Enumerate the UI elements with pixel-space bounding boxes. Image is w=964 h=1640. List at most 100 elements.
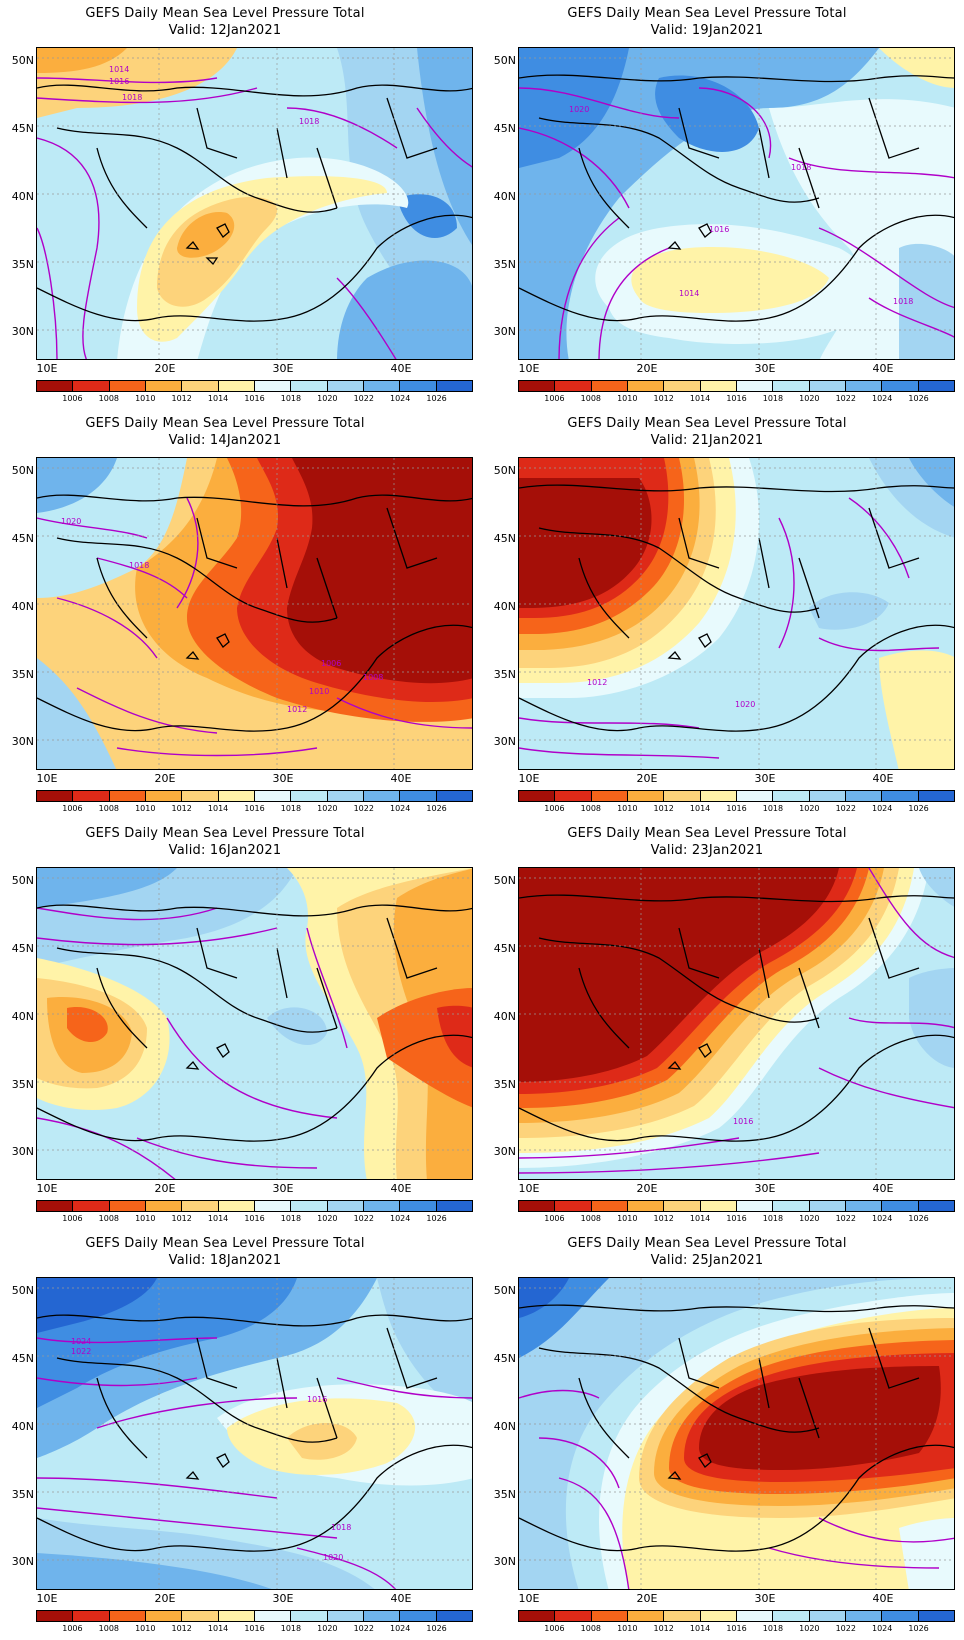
colorbar-label: 1018 bbox=[762, 394, 784, 403]
colorbar-label: 1010 bbox=[135, 1624, 156, 1633]
colorbar-swatch bbox=[519, 381, 556, 391]
colorbar-swatch bbox=[254, 381, 292, 391]
lat-label-45n: 45N bbox=[11, 532, 34, 545]
colorbar-swatch bbox=[291, 1611, 328, 1621]
lon-label-30e: 30E bbox=[754, 1592, 776, 1605]
pressure-map: 1020 1018 1008 1006 1010 1012 bbox=[36, 457, 473, 770]
lat-label-35n: 35N bbox=[493, 1078, 516, 1091]
colorbar-label: 1014 bbox=[207, 1624, 229, 1633]
lon-label-20e: 20E bbox=[636, 362, 658, 375]
colorbar-swatch bbox=[664, 381, 701, 391]
colorbar-label: 1014 bbox=[689, 804, 711, 813]
colorbar-swatch bbox=[254, 1611, 292, 1621]
colorbar-label: 1024 bbox=[871, 804, 893, 813]
colorbar-label: 1022 bbox=[835, 1214, 856, 1223]
isobar-label: 1012 bbox=[587, 678, 607, 687]
colorbar-label: 1016 bbox=[244, 1214, 265, 1223]
colorbar-label: 1014 bbox=[207, 1214, 229, 1223]
colorbar-swatch bbox=[882, 1201, 919, 1211]
colorbar-swatch bbox=[736, 1611, 774, 1621]
colorbar-label: 1006 bbox=[62, 1624, 83, 1633]
colorbar-swatch bbox=[773, 381, 810, 391]
lon-label-40e: 40E bbox=[390, 362, 412, 375]
lat-label-40n: 40N bbox=[493, 190, 516, 203]
colorbar-swatch bbox=[182, 791, 219, 801]
lat-label-50n: 50N bbox=[493, 874, 516, 887]
colorbar-label: 1024 bbox=[389, 1214, 411, 1223]
panel-title: GEFS Daily Mean Sea Level Pressure Total bbox=[567, 6, 847, 21]
colorbar-label: 1006 bbox=[62, 1214, 83, 1223]
lon-label-40e: 40E bbox=[390, 1592, 412, 1605]
colorbar-label: 1016 bbox=[726, 394, 747, 403]
colorbar-swatch bbox=[182, 1611, 219, 1621]
colorbar-label: 1022 bbox=[353, 1624, 374, 1633]
colorbar-label: 1012 bbox=[171, 804, 192, 813]
pressure-map bbox=[518, 1277, 955, 1590]
lon-label-40e: 40E bbox=[872, 362, 894, 375]
colorbar-label: 1020 bbox=[317, 394, 338, 403]
colorbar-swatch bbox=[773, 791, 810, 801]
lat-label-50n: 50N bbox=[11, 464, 34, 477]
lon-label-30e: 30E bbox=[272, 1592, 294, 1605]
lat-label-40n: 40N bbox=[11, 1420, 34, 1433]
colorbar-swatch bbox=[218, 1611, 255, 1621]
isobar-label: 1008 bbox=[363, 673, 383, 682]
colorbar-swatch bbox=[400, 791, 437, 801]
colorbar-swatch bbox=[254, 791, 292, 801]
colorbar bbox=[36, 790, 473, 802]
panel-valid-date: Valid: 14Jan2021 bbox=[168, 433, 282, 448]
colorbar-swatch bbox=[555, 381, 592, 391]
colorbar-swatch bbox=[73, 1611, 110, 1621]
panel-valid-date: Valid: 12Jan2021 bbox=[168, 23, 282, 38]
lon-label-20e: 20E bbox=[154, 1182, 176, 1195]
colorbar-label: 1026 bbox=[426, 804, 447, 813]
colorbar-label: 1012 bbox=[653, 1214, 674, 1223]
colorbar-swatch bbox=[555, 1201, 592, 1211]
panel-16jan: GEFS Daily Mean Sea Level Pressure Total… bbox=[0, 820, 482, 1230]
colorbar-swatch bbox=[700, 791, 737, 801]
lat-label-50n: 50N bbox=[11, 874, 34, 887]
colorbar-label: 1008 bbox=[98, 804, 120, 813]
lat-label-45n: 45N bbox=[11, 122, 34, 135]
isobar-label: 1022 bbox=[71, 1347, 91, 1356]
isobar-label: 1018 bbox=[122, 93, 142, 102]
panel-14jan: GEFS Daily Mean Sea Level Pressure Total… bbox=[0, 410, 482, 820]
panel-title: GEFS Daily Mean Sea Level Pressure Total bbox=[567, 826, 847, 841]
panel-25jan: GEFS Daily Mean Sea Level Pressure Total… bbox=[482, 1230, 964, 1640]
lon-label-10e: 10E bbox=[518, 772, 540, 785]
lat-label-30n: 30N bbox=[493, 1555, 516, 1568]
lat-label-30n: 30N bbox=[11, 735, 34, 748]
colorbar-swatch bbox=[664, 1611, 701, 1621]
colorbar-label: 1008 bbox=[98, 394, 120, 403]
panel-valid-date: Valid: 18Jan2021 bbox=[168, 1253, 282, 1268]
colorbar-swatch bbox=[845, 1611, 883, 1621]
colorbar-label: 1020 bbox=[799, 394, 820, 403]
colorbar-label: 1022 bbox=[353, 1214, 374, 1223]
colorbar-swatch bbox=[327, 791, 364, 801]
colorbar-label: 1026 bbox=[908, 1624, 929, 1633]
colorbar-swatch bbox=[363, 1201, 401, 1211]
lon-label-40e: 40E bbox=[390, 1182, 412, 1195]
colorbar-label: 1018 bbox=[762, 1624, 784, 1633]
colorbar-swatch bbox=[809, 381, 846, 391]
panel-18jan: GEFS Daily Mean Sea Level Pressure Total… bbox=[0, 1230, 482, 1640]
colorbar-label: 1016 bbox=[244, 804, 265, 813]
colorbar-swatch bbox=[519, 1611, 556, 1621]
lon-label-30e: 30E bbox=[754, 1182, 776, 1195]
colorbar-swatch bbox=[436, 381, 472, 391]
colorbar-swatch bbox=[845, 791, 883, 801]
colorbar-swatch bbox=[627, 381, 665, 391]
colorbar-swatch bbox=[400, 381, 437, 391]
isobar-label: 1020 bbox=[735, 700, 755, 709]
isobar-label: 1020 bbox=[61, 517, 81, 526]
isobar-label: 1020 bbox=[323, 1553, 343, 1562]
isobar-label: 1016 bbox=[307, 1395, 327, 1404]
colorbar-swatch bbox=[363, 791, 401, 801]
isobar-label: 1014 bbox=[109, 65, 129, 74]
colorbar-swatch bbox=[700, 1201, 737, 1211]
colorbar-swatch bbox=[591, 791, 628, 801]
isobar-label: 1020 bbox=[569, 105, 589, 114]
colorbar-label: 1024 bbox=[871, 1624, 893, 1633]
panel-21jan: GEFS Daily Mean Sea Level Pressure Total… bbox=[482, 410, 964, 820]
colorbar-label: 1020 bbox=[317, 1214, 338, 1223]
